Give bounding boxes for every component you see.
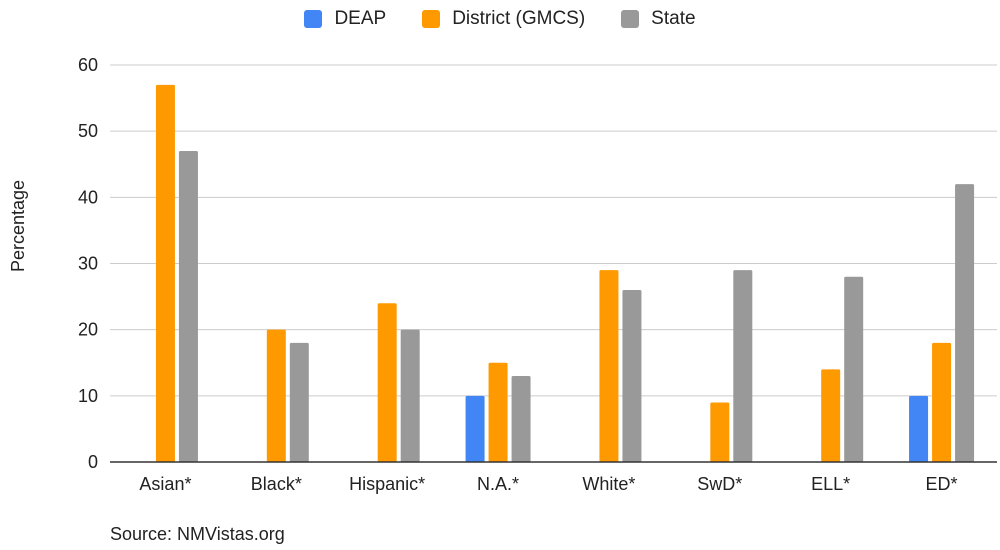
x-tick-label: White* <box>582 474 635 494</box>
y-tick-label: 30 <box>78 254 98 274</box>
source-note: Source: NMVistas.org <box>110 524 285 544</box>
bar-state <box>622 289 642 462</box>
x-tick-label: Black* <box>251 474 302 494</box>
bar-district-gmcs- <box>266 329 286 462</box>
legend-label: District (GMCS) <box>452 8 586 29</box>
y-tick-label: 0 <box>88 452 98 472</box>
bar-district-gmcs- <box>710 402 730 462</box>
bar-district-gmcs- <box>821 369 841 462</box>
bar-state <box>733 270 753 462</box>
y-tick-label: 20 <box>78 320 98 340</box>
bar-state <box>844 276 864 462</box>
x-tick-label: N.A.* <box>477 474 519 494</box>
y-tick-label: 10 <box>78 386 98 406</box>
legend-item-1: District (GMCS) <box>422 8 585 30</box>
bar-district-gmcs- <box>599 270 619 462</box>
bar-state <box>178 151 198 462</box>
bar-state <box>289 342 309 462</box>
x-tick-label: ED* <box>926 474 958 494</box>
bar-district-gmcs- <box>155 84 175 462</box>
x-tick-label: Hispanic* <box>349 474 425 494</box>
x-tick-label: SwD* <box>697 474 742 494</box>
bar-deap <box>909 395 929 462</box>
chart-legend: DEAP District (GMCS) State <box>0 8 1000 30</box>
legend-swatch <box>621 10 640 28</box>
bar-state <box>955 184 975 462</box>
legend-swatch <box>304 10 323 28</box>
legend-item-0: DEAP <box>304 8 386 30</box>
x-tick-label: Asian* <box>139 474 191 494</box>
bar-deap <box>465 395 485 462</box>
y-tick-label: 60 <box>78 55 98 75</box>
y-tick-label: 40 <box>78 187 98 207</box>
legend-label: DEAP <box>334 8 387 29</box>
legend-label: State <box>651 8 696 29</box>
x-tick-label: ELL* <box>811 474 850 494</box>
bar-district-gmcs- <box>377 303 397 462</box>
bar-state <box>511 375 531 462</box>
legend-swatch <box>422 10 441 28</box>
bar-district-gmcs- <box>488 362 508 462</box>
bar-state <box>400 329 420 462</box>
y-tick-label: 50 <box>78 121 98 141</box>
bar-district-gmcs- <box>932 342 952 462</box>
legend-item-2: State <box>621 8 696 30</box>
